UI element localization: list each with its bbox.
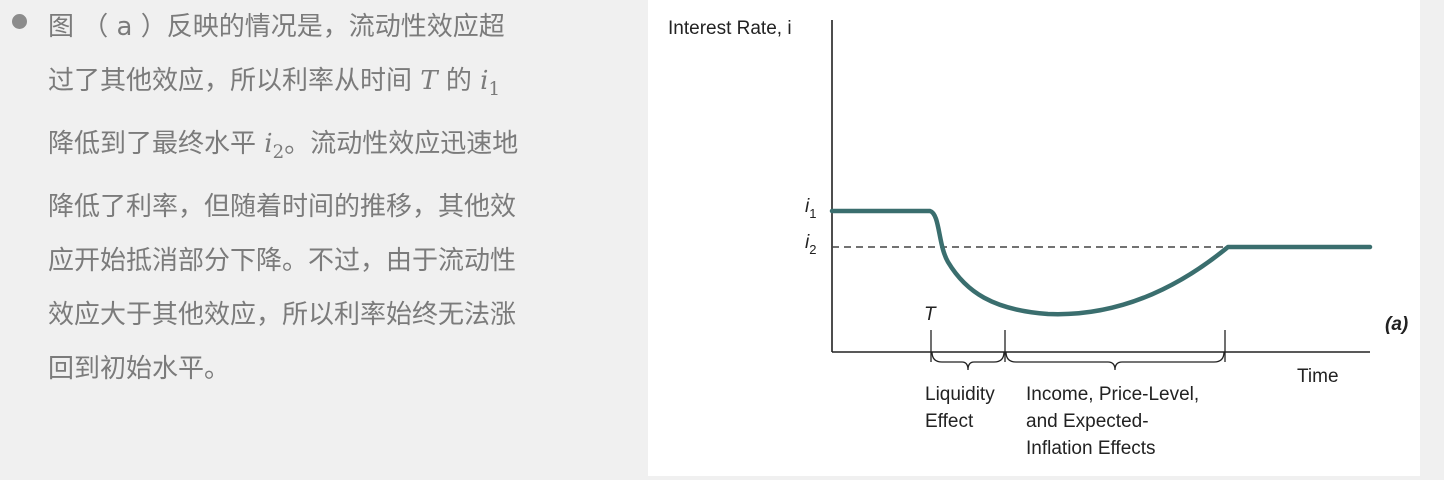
text-line-7: 回到初始水平。: [48, 354, 231, 385]
text-line-2: 过了其他效应，所以利率从时间 T 的 i1: [48, 54, 608, 117]
explanation-paragraph: 图 （ a ）反映的情况是，流动性效应超 过了其他效应，所以利率从时间 T 的 …: [48, 0, 608, 396]
income-effects-label: Income, Price-Level, and Expected- Infla…: [1026, 384, 1204, 459]
math-T: T: [420, 66, 438, 96]
y-axis-label: Interest Rate, i: [668, 18, 792, 39]
liquidity-effect-label: Liquidity Effect: [925, 384, 1000, 432]
text-line-3: 降低到了最终水平 i2。流动性效应迅速地: [48, 117, 608, 180]
text-line-2-head: 过了其他效应，所以利率从时间: [48, 66, 413, 96]
text-panel: 图 （ a ）反映的情况是，流动性效应超 过了其他效应，所以利率从时间 T 的 …: [0, 0, 640, 476]
text-line-3-head: 降低到了最终水平: [48, 129, 257, 160]
math-i2: i2: [264, 129, 285, 164]
text-line-3-tail: 。流动性效应迅速地: [284, 129, 519, 160]
math-i1: i1: [480, 66, 501, 101]
text-line-2-mid: 的: [445, 66, 472, 96]
y-tick-i1: i1: [805, 196, 816, 221]
figure-panel: Interest Rate, i i1 i2 T (a) Time Liquid…: [648, 0, 1420, 476]
y-tick-i2: i2: [805, 232, 816, 257]
bullet-icon: [12, 14, 27, 29]
interest-rate-series: [829, 208, 1373, 317]
text-line-5: 应开始抵消部分下降。不过，由于流动性: [48, 246, 517, 277]
text-line-4: 降低了利率，但随着时间的推移，其他效: [48, 192, 517, 223]
x-axis-label: Time: [1297, 366, 1339, 387]
x-tick-T: T: [924, 304, 937, 325]
income-brace: [1005, 351, 1225, 371]
interest-rate-chart: Interest Rate, i i1 i2 T (a) Time Liquid…: [668, 18, 1408, 459]
text-line-6: 效应大于其他效应，所以利率始终无法涨: [48, 300, 517, 331]
liquidity-brace: [931, 351, 1005, 371]
panel-label: (a): [1385, 314, 1408, 335]
text-line-1: 图 （ a ）反映的情况是，流动性效应超: [48, 12, 505, 42]
